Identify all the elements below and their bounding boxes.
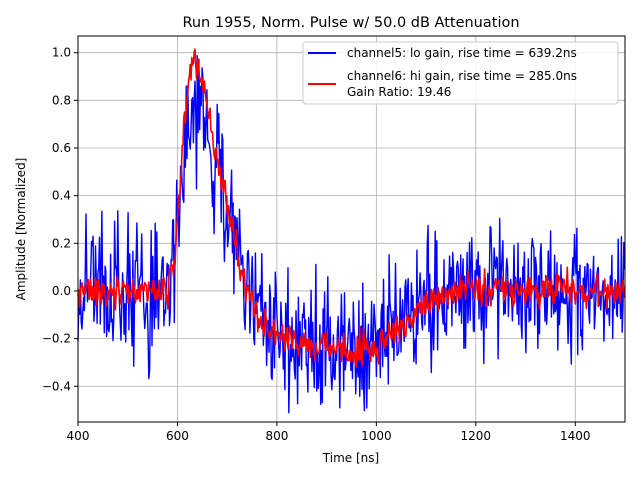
chart-title: Run 1955, Norm. Pulse w/ 50.0 dB Attenua… — [182, 15, 519, 31]
y-tick-label: 0.8 — [52, 93, 71, 107]
x-tick-label: 400 — [67, 429, 90, 443]
x-tick-label: 600 — [166, 429, 189, 443]
x-tick-label: 1000 — [361, 429, 392, 443]
series-line-channel6 — [77, 48, 626, 368]
y-tick-label: −0.2 — [42, 332, 71, 346]
x-axis-label: Time [ns] — [322, 451, 379, 465]
x-tick-label: 1400 — [560, 429, 591, 443]
x-tick-label: 800 — [265, 429, 288, 443]
axes-frame — [77, 35, 626, 423]
y-axis-label: Amplitude [Normalized] — [14, 158, 28, 301]
x-tick-label: 1200 — [461, 429, 492, 443]
y-tick-label: 0.4 — [52, 189, 71, 203]
legend-label-gain-ratio: Gain Ratio: 19.46 — [347, 85, 451, 99]
series-line-channel5 — [77, 55, 626, 414]
legend-label-channel6: channel6: hi gain, rise time = 285.0ns — [347, 69, 577, 83]
legend: channel5: lo gain, rise time = 639.2ns c… — [302, 41, 619, 105]
y-tick-label: 1.0 — [52, 46, 71, 60]
plot-area — [77, 48, 626, 414]
y-tick-label: 0.6 — [52, 141, 71, 155]
y-tick-label: 0.0 — [52, 284, 71, 298]
y-tick-label: −0.4 — [42, 379, 71, 393]
legend-label-channel5: channel5: lo gain, rise time = 639.2ns — [347, 46, 577, 60]
y-tick-label: 0.2 — [52, 236, 71, 250]
